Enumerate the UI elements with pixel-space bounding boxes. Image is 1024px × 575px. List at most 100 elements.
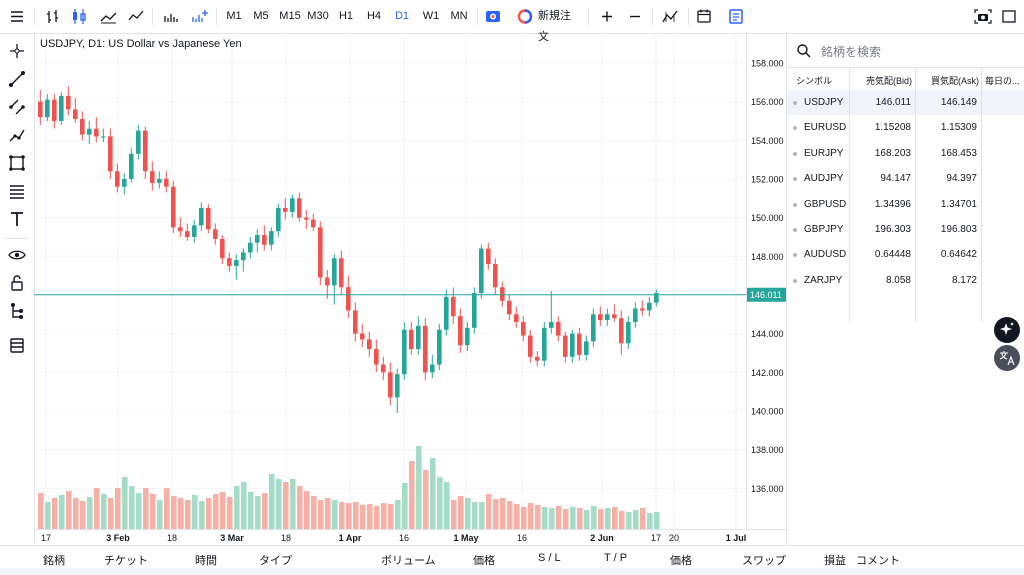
volume-bar bbox=[66, 491, 72, 529]
candlestick-chart-icon[interactable] bbox=[68, 6, 90, 27]
candle-body bbox=[199, 207, 204, 226]
col-price[interactable]: 価格 bbox=[473, 555, 495, 567]
col-profit[interactable]: 損益 bbox=[824, 555, 846, 567]
col-volume[interactable]: ボリューム bbox=[381, 555, 436, 567]
header-symbol[interactable]: シンボル bbox=[796, 76, 833, 86]
candle-body bbox=[374, 349, 379, 365]
col-ticket[interactable]: チケット bbox=[104, 555, 148, 567]
translate-button[interactable] bbox=[994, 345, 1020, 371]
price-scale[interactable]: 158.000 156.000 154.000 152.000 150.000 148.0… bbox=[746, 34, 787, 529]
bar-chart-icon[interactable] bbox=[42, 6, 64, 27]
rectangle-tool-icon[interactable] bbox=[7, 153, 27, 173]
path-tool-icon[interactable] bbox=[7, 125, 27, 145]
col-comment[interactable]: コメント bbox=[856, 555, 900, 567]
timeframe-m15[interactable]: M15 bbox=[279, 10, 301, 22]
candle bbox=[423, 318, 428, 381]
col-sl[interactable]: S / L bbox=[538, 552, 561, 564]
row-symbol: GBPJPY bbox=[804, 224, 844, 235]
zoom-in-icon[interactable] bbox=[596, 6, 618, 27]
document-icon[interactable] bbox=[725, 6, 747, 27]
volume-bar bbox=[339, 502, 345, 529]
col-price-current[interactable]: 価格 bbox=[670, 555, 692, 567]
watchlist-row-audusd[interactable]: AUDUSD 0.64448 0.64642 bbox=[787, 242, 1024, 267]
timeframe-m30[interactable]: M30 bbox=[307, 10, 329, 22]
candle bbox=[276, 204, 281, 237]
eye-icon[interactable] bbox=[7, 245, 27, 265]
new-order-button[interactable]: 新規注文 bbox=[538, 10, 571, 43]
price-chart[interactable] bbox=[34, 34, 746, 545]
indicator-line-icon[interactable] bbox=[659, 6, 681, 27]
crosshair-icon[interactable] bbox=[7, 41, 27, 61]
watchlist-row-gbpusd[interactable]: GBPUSD 1.34396 1.34701 bbox=[787, 192, 1024, 217]
volume-bar bbox=[472, 502, 478, 529]
col-tp[interactable]: T / P bbox=[604, 552, 628, 564]
row-bid: 196.303 bbox=[874, 224, 911, 235]
line-chart-icon[interactable] bbox=[97, 6, 119, 27]
watchlist-row-zarjpy[interactable]: ZARJPY 8.058 8.172 bbox=[787, 268, 1024, 293]
volume-icon[interactable] bbox=[160, 6, 182, 27]
calendar-icon[interactable] bbox=[693, 6, 715, 27]
time-tick-label: 3 Mar bbox=[220, 533, 244, 543]
candle-body bbox=[416, 325, 421, 350]
zoom-out-icon[interactable] bbox=[624, 6, 646, 27]
time-scale[interactable]: 17 3 Feb 18 3 Mar 18 1 Apr 16 1 May 16 2 Jun 17 20 1… bbox=[34, 529, 786, 546]
text-tool-icon[interactable] bbox=[7, 209, 27, 229]
volume-bar bbox=[157, 500, 163, 529]
screenshot-icon[interactable] bbox=[972, 6, 994, 27]
row-symbol: EURUSD bbox=[804, 122, 847, 134]
timeframe-mn[interactable]: MN bbox=[450, 10, 468, 22]
candle-body bbox=[654, 293, 659, 303]
timeframe-h4[interactable]: H4 bbox=[366, 10, 382, 22]
header-ask[interactable]: 買気配(Ask) bbox=[931, 76, 979, 86]
col-type[interactable]: タイプ bbox=[259, 555, 292, 567]
search-input[interactable] bbox=[819, 42, 1013, 62]
header-daily[interactable]: 毎日の... bbox=[985, 76, 1020, 86]
timeframe-m5[interactable]: M5 bbox=[253, 10, 269, 22]
timeframe-d1[interactable]: D1 bbox=[394, 10, 410, 22]
col-swap[interactable]: スワップ bbox=[742, 555, 786, 567]
channel-tool-icon[interactable] bbox=[7, 97, 27, 117]
volume-bar bbox=[633, 510, 639, 529]
new-order-icon[interactable] bbox=[514, 6, 536, 27]
candle-body bbox=[255, 235, 260, 243]
watchlist-row-gbpjpy[interactable]: GBPJPY 196.303 196.803 bbox=[787, 217, 1024, 242]
candle-body bbox=[80, 119, 85, 135]
header-bid[interactable]: 売気配(Bid) bbox=[866, 76, 913, 86]
fibonacci-icon[interactable] bbox=[7, 181, 27, 201]
candle bbox=[52, 93, 57, 129]
volume-bar bbox=[227, 497, 233, 529]
indicators-icon[interactable] bbox=[188, 6, 210, 27]
time-tick-label: 1 Jul bbox=[726, 533, 747, 543]
candle-body bbox=[115, 171, 120, 187]
fullscreen-icon[interactable] bbox=[998, 6, 1020, 27]
candle-body bbox=[59, 95, 64, 121]
watchlist-row-eurusd[interactable]: EURUSD 1.15208 1.15309 bbox=[787, 115, 1024, 140]
timeframe-m1[interactable]: M1 bbox=[226, 10, 242, 22]
timeframe-h1[interactable]: H1 bbox=[338, 10, 354, 22]
candle-body bbox=[220, 238, 225, 259]
candle-body bbox=[248, 242, 253, 253]
volume-bar bbox=[416, 446, 422, 529]
candle-body bbox=[290, 198, 295, 212]
status-dot bbox=[793, 278, 797, 283]
object-tree-icon[interactable] bbox=[7, 301, 27, 321]
area-chart-icon[interactable] bbox=[125, 6, 147, 27]
timeframe-w1[interactable]: W1 bbox=[422, 10, 440, 22]
watchlist-row-audjpy[interactable]: AUDJPY 94.147 94.397 bbox=[787, 166, 1024, 191]
hamburger-menu-icon[interactable] bbox=[6, 6, 28, 27]
volume-bar bbox=[59, 495, 65, 529]
watchlist-row-usdjpy[interactable]: USDJPY 146.011 146.149 bbox=[787, 90, 1024, 115]
layers-icon[interactable] bbox=[7, 335, 27, 355]
ai-assist-button[interactable] bbox=[994, 317, 1020, 343]
volume-bar bbox=[591, 506, 597, 529]
camera-icon[interactable] bbox=[482, 6, 504, 27]
trend-line-icon[interactable] bbox=[7, 69, 27, 89]
lock-icon[interactable] bbox=[7, 273, 27, 293]
watchlist-row-eurjpy[interactable]: EURJPY 168.203 168.453 bbox=[787, 141, 1024, 166]
candle-body bbox=[66, 95, 71, 110]
time-tick-label: 16 bbox=[399, 533, 409, 543]
volume-bar bbox=[584, 510, 590, 529]
col-time[interactable]: 時間 bbox=[195, 555, 217, 567]
volume-bar bbox=[598, 509, 604, 529]
col-symbol[interactable]: 銘柄 bbox=[43, 555, 65, 567]
